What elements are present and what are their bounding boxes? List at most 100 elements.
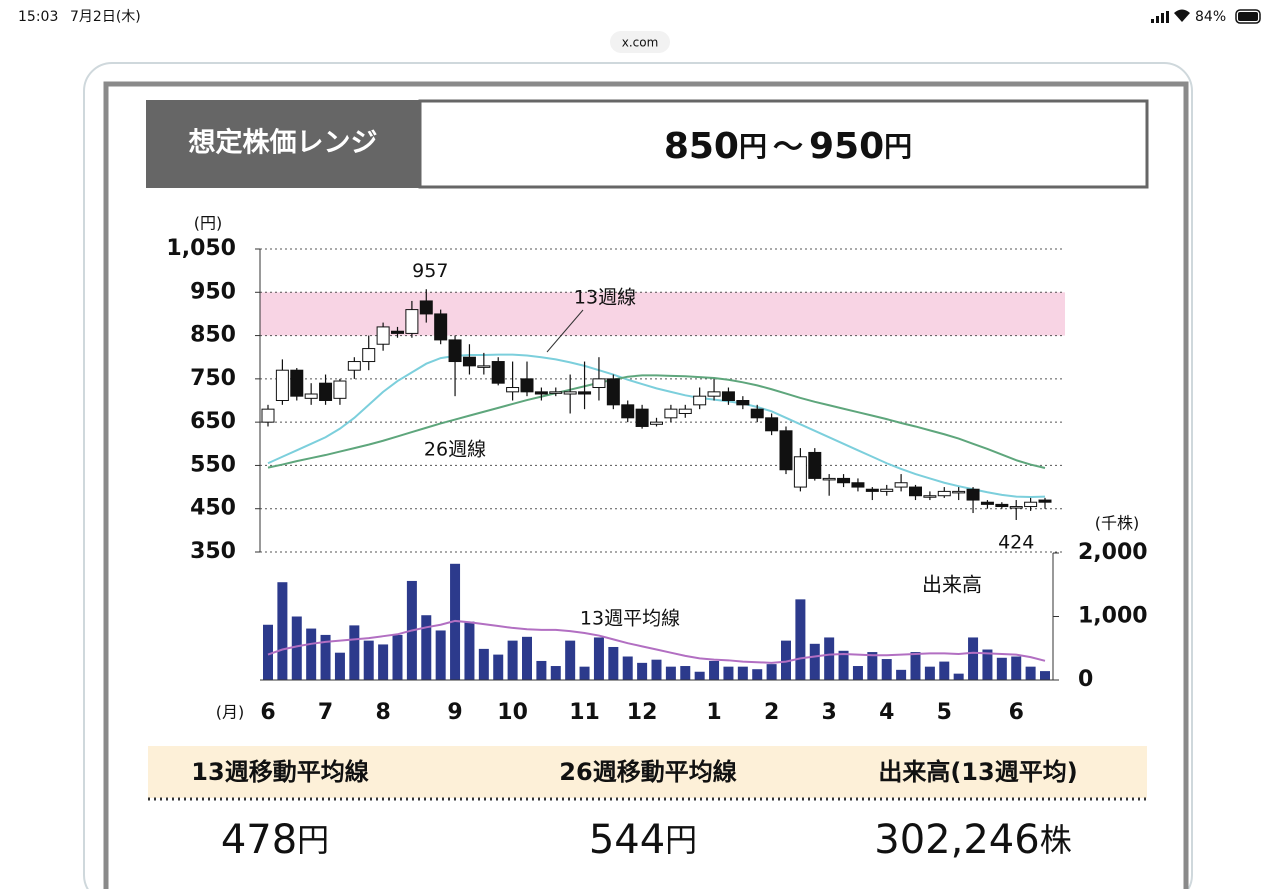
series-label: 13週線 [574,287,636,309]
summary-value: 544円 [589,817,697,863]
candle-body [333,380,347,399]
x-tick-label: 5 [937,700,952,725]
candle-body [707,391,721,397]
header-label-box [146,100,420,188]
candle-body [721,391,735,402]
y-tick-label: 950 [190,279,236,304]
summary-value: 302,246株 [874,817,1071,863]
range-high-unit: 円 [884,130,912,163]
candle-body [261,408,275,423]
summary-unit: 株 [1040,821,1072,859]
volume-bar [1040,671,1050,680]
volume-bar [349,625,360,680]
card [83,62,1193,893]
volume-bar [968,637,979,680]
candle-body [462,356,476,367]
moving-average-line [267,374,1046,469]
candle-body [678,408,692,414]
y-tick-label: 550 [190,452,236,477]
x-tick-label: 2 [764,700,779,725]
volume-bar [651,659,662,680]
price-band [260,292,1065,336]
volume-bar [435,630,446,680]
candle-body [937,490,951,497]
volume-bar [680,666,691,680]
candle-body [391,330,404,334]
moving-average-line [267,353,1046,499]
volume-bar [392,634,403,680]
candle-body [909,486,922,497]
summary-unit: 円 [297,821,329,859]
url-pill[interactable] [610,31,670,53]
x-tick-label: 9 [447,700,462,725]
summary-number: 302,246 [874,817,1039,863]
low-label: 424 [998,531,1034,553]
volume-bar [637,662,648,680]
x-tick-label: 7 [318,700,333,725]
candle-body [506,387,520,393]
high-label: 957 [412,260,448,282]
candle-body [808,451,822,479]
volume-bar [737,666,748,680]
leader-line [546,309,584,353]
candle-body [880,488,894,492]
volume-bar [924,666,935,680]
x-tick-label: 3 [822,700,837,725]
volume-bar [550,666,561,680]
volume-bar [939,661,950,680]
volume-bar [910,652,921,680]
volume-bar [896,669,907,680]
volume-title: 出来高 [922,573,982,597]
volume-bar [752,669,763,680]
summary-header: 出来高(13週平均) [878,758,1077,786]
volume-bar [665,666,676,680]
volume-bar [536,660,547,680]
candle-body [1009,506,1023,509]
series-label: 13週平均線 [580,608,680,630]
volume-bar [579,666,590,680]
candle-body [851,482,865,488]
candle-body [534,391,548,395]
candle-body [865,488,879,492]
candle-body [304,393,318,399]
volume-bar [291,616,302,680]
x-tick-label: 10 [497,700,528,725]
candle-body [693,395,707,406]
range-low-unit: 円 [739,130,767,163]
candle-body [434,313,448,341]
candle-body [419,300,433,315]
candle-body [621,404,635,419]
y-unit: (円) [194,214,223,233]
y2-tick-label: 1,000 [1078,604,1148,629]
y2-tick-label: 2,000 [1078,540,1148,565]
volume-bar [694,671,705,680]
volume-bar [421,615,432,680]
battery-level: 84% [1195,9,1226,25]
volume-bar [766,664,777,680]
candle-body [1024,501,1038,508]
y-tick-label: 350 [190,539,236,564]
candle-body [765,417,779,432]
summary-number: 478 [221,817,297,863]
y2-unit: (千株) [1095,514,1140,533]
candle-body [376,326,390,345]
volume-bar [378,644,389,680]
candle-body [894,482,908,488]
candle-body [290,369,304,397]
summary-header: 13週移動平均線 [191,758,368,786]
volume-bar [593,637,604,680]
url[interactable]: x.com [622,36,659,50]
candle-body [1038,499,1052,503]
candle-body [837,477,851,484]
volume-bar [838,650,849,680]
candle-body [319,382,333,401]
candle-body [995,503,1009,508]
x-tick-label: 8 [375,700,390,725]
candle-body [822,477,836,481]
x-tick-label: 6 [1009,700,1024,725]
header-range: 850円〜 950円 [664,126,912,167]
x-tick-label: 4 [879,700,894,725]
range-low: 850 [664,126,739,167]
x-unit: (月) [216,703,245,722]
